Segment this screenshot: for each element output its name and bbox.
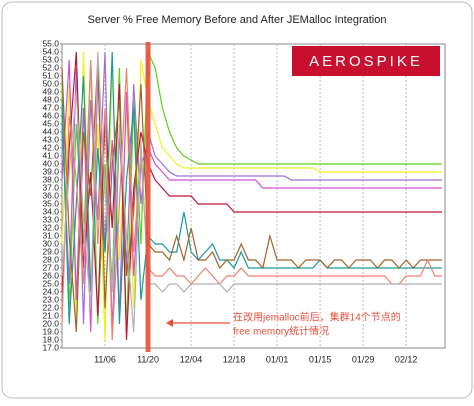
y-tick-label: 23.0 [42, 294, 59, 304]
series-line [61, 59, 442, 341]
chart-title: Server % Free Memory Before and After JE… [88, 14, 387, 26]
annotation: 在改用jemalloc前后，集群14个节点的 [233, 311, 401, 324]
y-tick-label: 30.0 [42, 238, 59, 248]
y-tick-label: 20.0 [42, 318, 59, 328]
x-tick-label: 01/15 [309, 354, 332, 364]
x-tick-label: 12/18 [223, 354, 246, 364]
y-tick-label: 24.0 [42, 286, 59, 296]
y-tick-label: 31.0 [42, 230, 59, 240]
y-tick-label: 46.0 [42, 110, 59, 120]
y-tick-label: 41.0 [42, 150, 59, 160]
series-line [61, 59, 442, 333]
y-tick-label: 44.0 [42, 126, 59, 136]
y-tick-label: 22.0 [42, 302, 59, 312]
y-tick-label: 50.0 [42, 78, 59, 88]
y-tick-label: 17.0 [42, 342, 59, 352]
series-line [61, 51, 442, 325]
y-tick-label: 43.0 [42, 134, 59, 144]
y-tick-label: 49.0 [42, 86, 59, 96]
y-tick-label: 35.0 [42, 198, 59, 208]
y-tick-label: 21.0 [42, 310, 59, 320]
annotation: free memory统计情况 [233, 325, 329, 338]
y-tick-label: 40.0 [42, 158, 59, 168]
y-tick-label: 18.0 [42, 334, 59, 344]
x-tick-label: 11/20 [137, 354, 159, 364]
y-tick-label: 45.0 [42, 118, 59, 128]
x-tick-label: 02/12 [395, 354, 418, 364]
y-tick-label: 47.0 [42, 102, 59, 112]
y-tick-label: 25.0 [42, 278, 59, 288]
x-tick-label: 11/06 [94, 354, 116, 364]
y-tick-label: 28.0 [42, 254, 59, 264]
x-tick-label: 01/01 [266, 354, 289, 364]
y-tick-label: 42.0 [42, 142, 59, 152]
logo-text: AEROSPIKE [309, 53, 423, 70]
y-tick-label: 32.0 [42, 222, 59, 232]
logo-box [292, 46, 440, 76]
y-tick-label: 37.0 [42, 182, 59, 192]
x-tick-label: 01/29 [352, 354, 375, 364]
series-line [61, 51, 442, 333]
y-tick-label: 39.0 [42, 166, 59, 176]
x-tick-label: 12/04 [180, 354, 203, 364]
series-line [61, 59, 442, 333]
y-tick-label: 53.0 [42, 54, 59, 64]
series-line [61, 51, 442, 341]
y-tick-label: 36.0 [42, 190, 59, 200]
y-tick-label: 26.0 [42, 270, 59, 280]
y-tick-label: 27.0 [42, 262, 59, 272]
y-tick-label: 52.0 [42, 62, 59, 72]
y-tick-label: 51.0 [42, 70, 59, 80]
arrow-head [166, 319, 173, 327]
y-tick-label: 38.0 [42, 174, 59, 184]
y-tick-label: 29.0 [42, 246, 59, 256]
y-tick-label: 54.0 [42, 46, 59, 56]
y-tick-label: 55.0 [42, 38, 59, 48]
y-tick-label: 19.0 [42, 326, 59, 336]
y-tick-label: 34.0 [42, 206, 59, 216]
y-tick-label: 48.0 [42, 94, 59, 104]
y-tick-label: 33.0 [42, 214, 59, 224]
